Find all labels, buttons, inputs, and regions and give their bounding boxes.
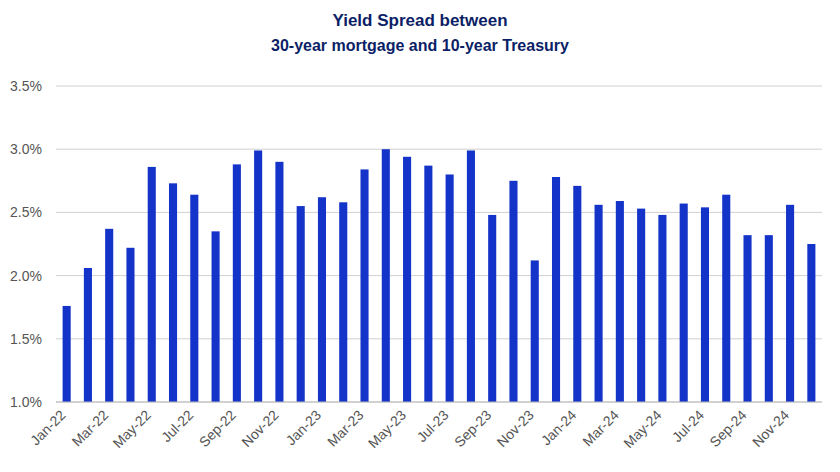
x-tick-label: Mar-24 [579,407,622,450]
x-axis-line [56,402,822,403]
bar [126,248,134,402]
y-tick-label: 1.0% [10,394,42,410]
bar [573,186,581,402]
bar [105,229,113,402]
bar [467,150,475,402]
x-tick-label: Sep-22 [196,407,239,450]
bar [403,157,411,402]
y-tick-label: 3.0% [10,141,42,157]
x-tick-label: Sep-23 [451,407,494,450]
bar [786,205,794,402]
bar [233,164,241,402]
grid-line [56,402,822,403]
y-tick-label: 3.5% [10,78,42,94]
x-tick-label: Nov-23 [494,407,537,450]
bar [616,201,624,402]
grid-line [56,149,822,150]
bar [297,206,305,402]
bar [701,207,709,402]
bar [63,306,71,402]
x-tick-label: Nov-22 [238,407,281,450]
y-tick-label: 2.0% [10,268,42,284]
bar [552,177,560,402]
bar [318,197,326,402]
bar [190,195,198,402]
bar [360,169,368,402]
x-tick-label: Mar-23 [324,407,367,450]
bar [382,149,390,402]
bar [743,235,751,402]
chart: Yield Spread between 30-year mortgage and… [0,0,840,472]
bar [658,215,666,402]
y-tick-label: 1.5% [10,331,42,347]
bar [254,150,262,402]
x-tick-label: Sep-24 [706,407,749,450]
x-tick-label: Jan-24 [538,407,580,449]
bar [169,183,177,402]
x-tick-label: Jul-22 [158,407,196,445]
bar [424,166,432,402]
bar [339,202,347,402]
bar [212,231,220,402]
bar [680,204,688,402]
grid [56,86,822,402]
bar [509,181,517,402]
bar [488,215,496,402]
grid-line [56,86,822,87]
x-tick-label: Nov-24 [749,407,792,450]
bar [148,167,156,402]
bar [807,244,815,402]
bar [275,162,283,402]
x-tick-label: May-22 [110,407,154,451]
bar [84,268,92,402]
x-tick-label: May-23 [365,407,409,451]
bar [446,174,454,402]
x-tick-label: Mar-22 [69,407,112,450]
bar [595,205,603,402]
x-tick-label: Jan-22 [27,407,69,449]
x-tick-label: Jul-23 [413,407,451,445]
y-tick-label: 2.5% [10,204,42,220]
bars [63,149,816,402]
bar [765,235,773,402]
x-tick-label: Jan-23 [283,407,325,449]
bar [722,195,730,402]
bar [531,260,539,402]
x-tick-label: Jul-24 [669,407,707,445]
subtitle: 30-year mortgage and 10-year Treasury [271,37,569,54]
bar [637,209,645,402]
x-tick-label: May-24 [620,407,664,451]
title: Yield Spread between [332,11,507,30]
